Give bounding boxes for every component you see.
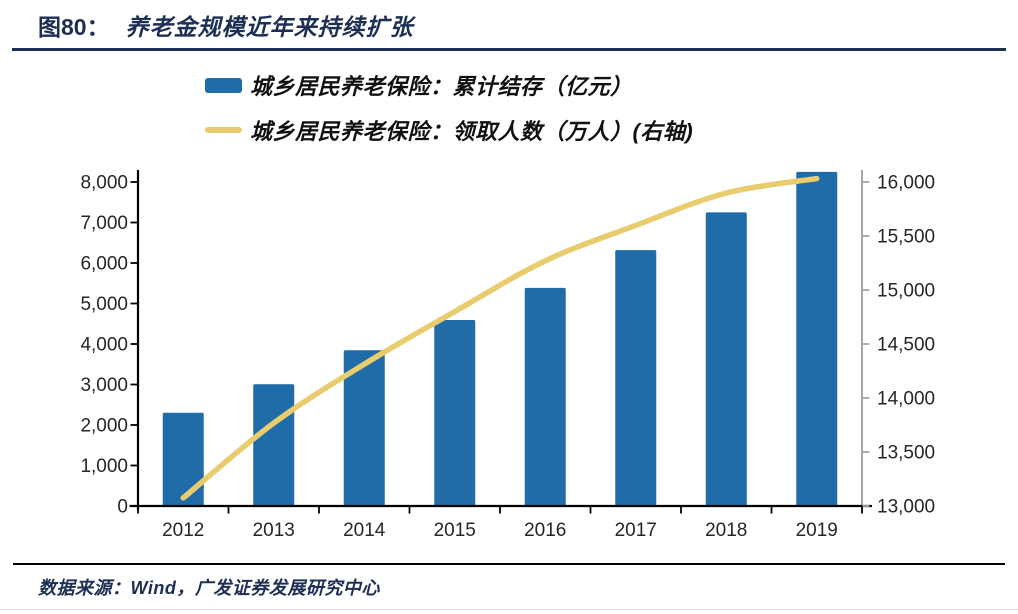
left-axis-tick-label: 5,000 bbox=[80, 294, 128, 315]
bar-2014 bbox=[343, 350, 385, 506]
x-axis-label: 2013 bbox=[253, 520, 295, 541]
bar-series-label: 城乡居民养老保险：累计结存（亿元） bbox=[250, 74, 633, 99]
right-axis-tick-label: 14,000 bbox=[877, 389, 935, 410]
data-source: 数据来源：Wind，广发证券发展研究中心 bbox=[38, 578, 380, 598]
right-axis-tick-label: 15,000 bbox=[877, 281, 935, 302]
figure-number: 图80： bbox=[38, 14, 110, 40]
left-axis-tick-label: 3,000 bbox=[80, 375, 128, 396]
left-axis-tick-label: 6,000 bbox=[80, 254, 128, 275]
bar-2015 bbox=[434, 320, 476, 506]
x-axis-label: 2012 bbox=[162, 520, 204, 541]
legend-item-bar-series: 城乡居民养老保险：累计结存（亿元） bbox=[205, 74, 693, 99]
combo-chart: 0 1,000 2,000 3,000 4,000 5,000 6,000 7,000 8,00… bbox=[80, 170, 935, 541]
figure-title-row: 图80： 养老金规模近年来持续扩张 bbox=[38, 8, 414, 42]
chart-legend: 城乡居民养老保险：累计结存（亿元） 城乡居民养老保险：领取人数（万人）(右轴) bbox=[205, 74, 693, 164]
right-axis-tick-label: 13,500 bbox=[877, 443, 935, 464]
left-axis-tick-label: 7,000 bbox=[80, 213, 128, 234]
page-title: 养老金规模近年来持续扩张 bbox=[125, 14, 414, 40]
x-axis-label: 2018 bbox=[705, 520, 747, 541]
left-axis-tick-label: 2,000 bbox=[80, 416, 128, 437]
bar-series-swatch-icon bbox=[205, 77, 242, 93]
right-axis-tick-label: 15,500 bbox=[877, 227, 935, 248]
left-axis-tick-label: 1,000 bbox=[80, 456, 128, 477]
left-axis-tick-label: 0 bbox=[117, 497, 128, 518]
line-series-path bbox=[180, 175, 820, 501]
bar-2016 bbox=[524, 287, 566, 506]
bar-2019 bbox=[796, 171, 838, 506]
title-divider bbox=[12, 48, 1006, 51]
line-series-label: 城乡居民养老保险：领取人数（万人）(右轴) bbox=[250, 119, 694, 144]
left-axis-tick-label: 8,000 bbox=[80, 173, 128, 194]
line-series-swatch-icon bbox=[205, 127, 242, 133]
x-axis-label: 2014 bbox=[343, 520, 386, 541]
left-axis-tick-label: 4,000 bbox=[80, 335, 128, 356]
bottom-divider bbox=[0, 609, 1018, 610]
right-axis-tick-label: 13,000 bbox=[877, 497, 935, 518]
bar-2017 bbox=[615, 250, 657, 506]
right-axis-tick-label: 14,500 bbox=[877, 335, 935, 356]
legend-item-line-series: 城乡居民养老保险：领取人数（万人）(右轴) bbox=[205, 119, 693, 144]
bar-2013 bbox=[253, 384, 295, 506]
x-axis-label: 2015 bbox=[434, 520, 476, 541]
bar-2012 bbox=[162, 412, 204, 506]
source-divider bbox=[13, 563, 1005, 565]
bar-2018 bbox=[705, 212, 747, 506]
x-axis-label: 2017 bbox=[615, 520, 657, 541]
x-axis-label: 2016 bbox=[524, 520, 566, 541]
x-axis-label: 2019 bbox=[796, 520, 838, 541]
right-axis-tick-label: 16,000 bbox=[877, 173, 935, 194]
